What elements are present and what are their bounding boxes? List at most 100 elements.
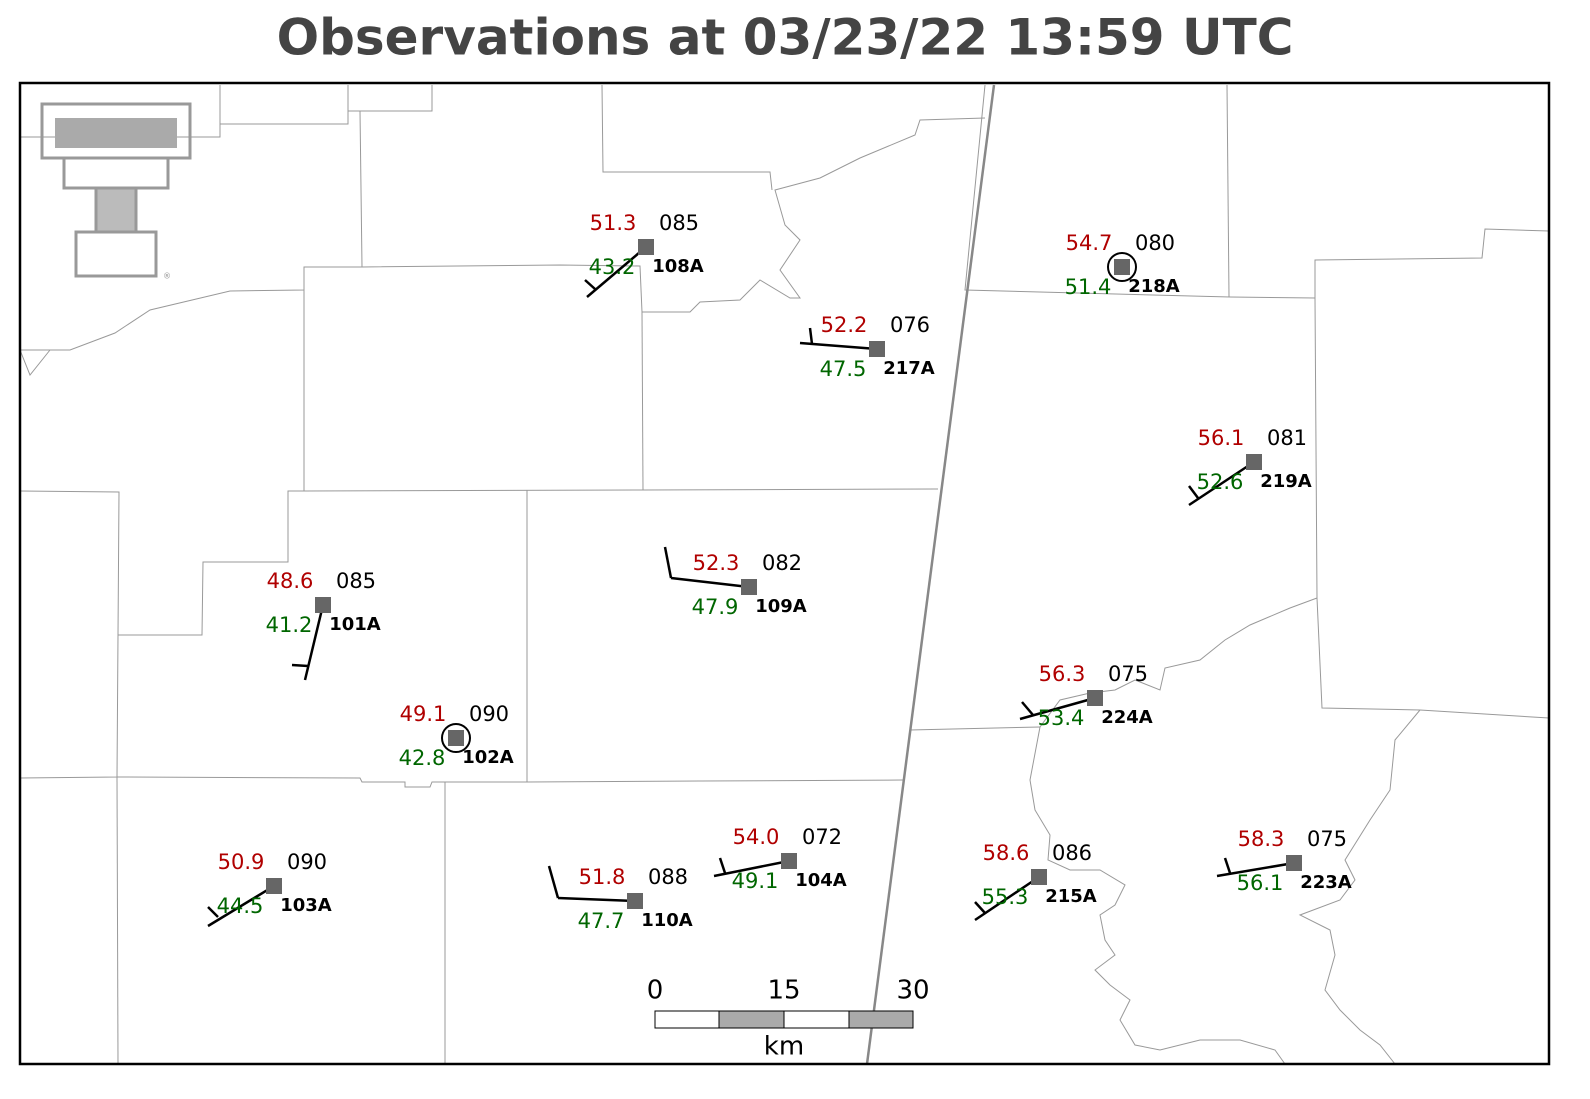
temperature: 51.8 [579, 865, 626, 889]
wind-barb-tick [718, 857, 727, 874]
dewpoint: 47.7 [578, 909, 625, 933]
station-plot: 51.8 088 47.7 110A [547, 865, 693, 933]
scale-bar: 0 15 30 km [647, 976, 930, 1062]
pressure: 085 [336, 569, 376, 593]
station-marker [448, 730, 464, 746]
station-marker [1087, 690, 1103, 706]
wind-barb-tick [207, 906, 219, 918]
wind-barb [586, 246, 647, 298]
station-plot: 56.1 081 52.6 219A [1188, 426, 1312, 507]
pressure: 088 [648, 865, 688, 889]
wind-barb-tick [808, 327, 814, 345]
county-lines [19, 84, 1550, 1065]
wind-barb [557, 896, 636, 903]
pressure: 080 [1135, 231, 1175, 255]
station-marker [638, 239, 654, 255]
station-marker [315, 597, 331, 613]
station-plot: 50.9 090 44.5 103A [207, 850, 332, 928]
pressure: 081 [1267, 426, 1307, 450]
station-plot: 52.3 082 47.9 109A [663, 546, 807, 619]
station-plot: 54.0 072 49.1 104A [713, 825, 847, 893]
station-marker [1286, 855, 1302, 871]
wind-barb [1019, 696, 1096, 721]
scale-label: 15 [767, 976, 800, 1006]
station-id: 215A [1045, 886, 1097, 907]
temperature: 48.6 [267, 569, 314, 593]
station-plot: 56.3 075 53.4 224A [1019, 662, 1153, 730]
temperature: 56.3 [1039, 662, 1086, 686]
pressure: 090 [469, 702, 509, 726]
scale-label: 0 [647, 976, 664, 1006]
wind-barb-tick [547, 865, 560, 899]
dewpoint: 47.9 [692, 595, 739, 619]
station-id: 109A [755, 596, 807, 617]
logo: ® [40, 102, 192, 281]
wind-barb [799, 341, 878, 351]
wind-barb-tick [1021, 701, 1034, 716]
wind-barb [207, 884, 275, 928]
station-plot: 52.2 076 47.5 217A [799, 313, 935, 381]
station-id: 102A [462, 747, 514, 768]
dewpoint: 41.2 [266, 613, 313, 637]
pressure: 085 [659, 211, 699, 235]
station-id: 219A [1260, 471, 1312, 492]
dewpoint: 55.3 [982, 885, 1029, 909]
pressure: 075 [1307, 827, 1347, 851]
station-id: 108A [652, 256, 704, 277]
station-plot: 51.3 085 43.2 108A [584, 211, 704, 298]
station-plot: 58.3 075 56.1 223A [1216, 827, 1352, 895]
station-marker [1114, 259, 1130, 275]
svg-text:®: ® [163, 272, 171, 281]
stations: 51.3 085 43.2 108A 52.2 076 47.5 217A 54.7 080 51.… [207, 211, 1352, 933]
temperature: 49.1 [400, 702, 447, 726]
station-plot: 48.6 085 41.2 101A [266, 569, 381, 681]
station-marker [869, 341, 885, 357]
pressure: 076 [890, 313, 930, 337]
station-id: 218A [1128, 276, 1180, 297]
dewpoint: 42.8 [399, 746, 446, 770]
calm-circle [441, 723, 471, 753]
temperature: 54.0 [733, 825, 780, 849]
scale-label: 30 [896, 976, 929, 1006]
station-id: 103A [280, 895, 332, 916]
wind-barb [1188, 460, 1255, 507]
pressure: 072 [802, 825, 842, 849]
station-marker [741, 579, 757, 595]
pressure: 082 [762, 551, 802, 575]
station-id: 224A [1101, 707, 1153, 728]
temperature: 52.3 [693, 551, 740, 575]
temperature: 58.6 [983, 841, 1030, 865]
station-marker [1031, 869, 1047, 885]
station-marker [627, 893, 643, 909]
dewpoint: 53.4 [1038, 706, 1085, 730]
station-marker [1246, 454, 1262, 470]
wind-barb-tick [663, 546, 673, 579]
map-frame [18, 81, 1551, 1066]
temperature: 50.9 [218, 850, 265, 874]
pressure: 075 [1108, 662, 1148, 686]
wind-barb-tick [1188, 485, 1199, 499]
station-plot: 54.7 080 51.4 218A [1065, 231, 1180, 299]
wind-barb [974, 875, 1040, 922]
station-id: 110A [641, 910, 693, 931]
wind-barb-tick [1223, 857, 1232, 874]
wind-barb-tick [291, 663, 309, 668]
station-plot: 58.6 086 55.3 215A [974, 841, 1097, 922]
calm-circle [1107, 252, 1137, 282]
scale-unit: km [764, 1032, 804, 1062]
dewpoint: 47.5 [820, 357, 867, 381]
dewpoint: 56.1 [1237, 871, 1284, 895]
temperature: 52.2 [821, 313, 868, 337]
wind-barb-tick [974, 901, 986, 914]
dewpoint: 43.2 [589, 255, 636, 279]
station-marker [266, 878, 282, 894]
dewpoint: 51.4 [1065, 275, 1112, 299]
temperature: 51.3 [590, 211, 637, 235]
wind-barb [713, 859, 790, 878]
title: Observations at 03/23/22 13:59 UTC [277, 9, 1294, 67]
station-id: 104A [795, 870, 847, 891]
wind-barb [303, 604, 325, 681]
station-id: 223A [1300, 872, 1352, 893]
dewpoint: 52.6 [1197, 470, 1244, 494]
